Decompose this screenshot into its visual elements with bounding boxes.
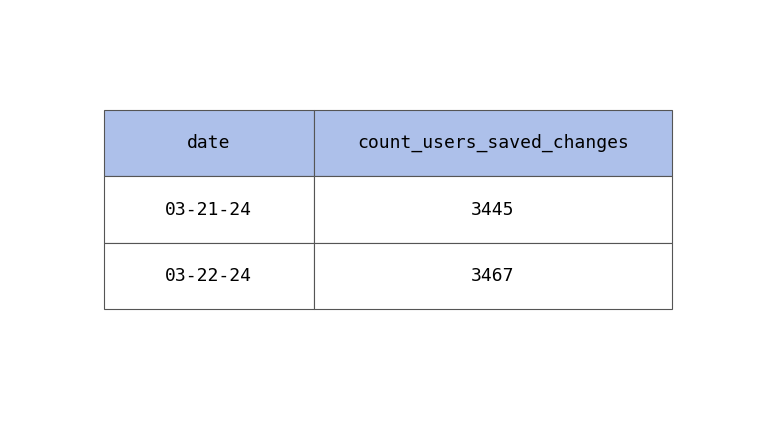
Bar [104, 243, 314, 309]
Text: 3445: 3445 [472, 200, 515, 219]
Bar [314, 176, 672, 243]
Text: date: date [187, 134, 230, 152]
Bar [314, 110, 672, 176]
Bar [104, 110, 314, 176]
Text: 03-21-24: 03-21-24 [165, 200, 253, 219]
Text: count_users_saved_changes: count_users_saved_changes [357, 134, 629, 152]
Bar [104, 176, 314, 243]
Text: 3467: 3467 [472, 267, 515, 285]
Text: 03-22-24: 03-22-24 [165, 267, 253, 285]
Bar [314, 243, 672, 309]
